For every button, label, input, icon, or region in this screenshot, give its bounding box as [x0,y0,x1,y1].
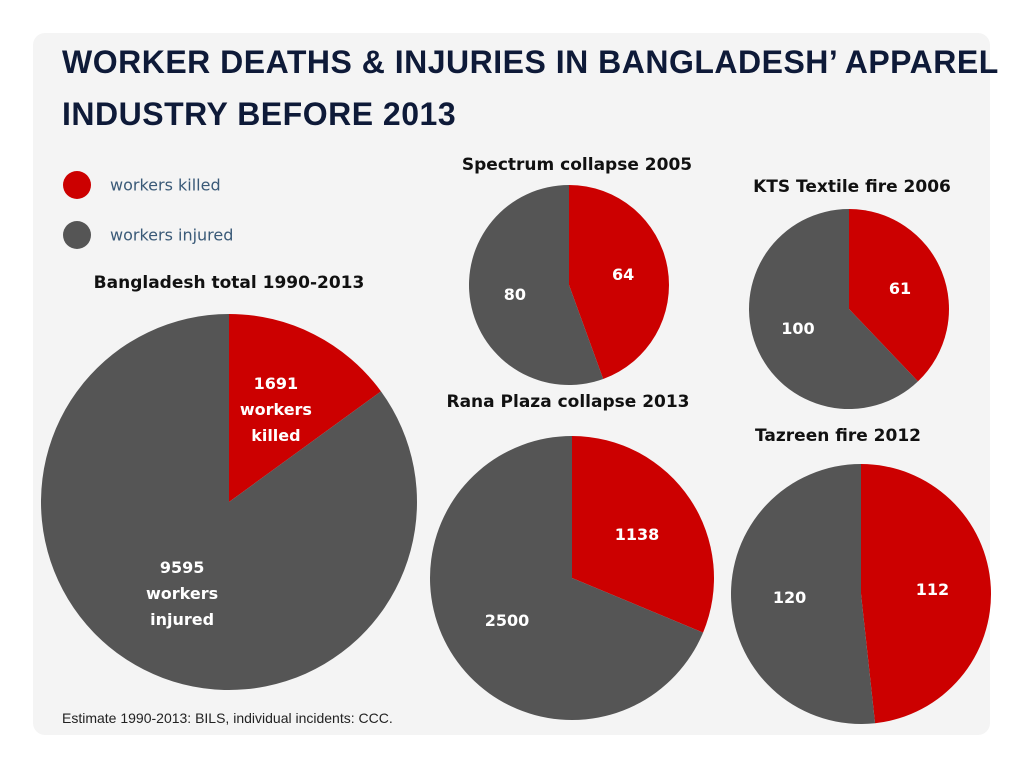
value-label: 9595 workers injured [146,558,219,630]
value-label: 100 [781,319,815,339]
pie-title: Spectrum collapse 2005 [461,155,693,175]
value-label: 1138 [614,524,660,544]
pie-slice [469,184,604,385]
legend-swatch [63,221,91,249]
legend-label: workers killed [110,175,221,195]
legend-label: workers injured [110,225,234,245]
value-label: 120 [772,587,807,607]
value-label: 2500 [484,611,530,631]
value-label: 64 [612,265,635,285]
value-label: 112 [915,580,950,600]
pie-slice [40,314,418,690]
pie-title: Tazreen fire 2012 [755,426,921,446]
pie-title: Rana Plaza collapse 2013 [446,392,690,412]
page-title: WORKER DEATHS & INJURIES IN BANGLADESH’ … [62,44,999,132]
pie-title: KTS Textile fire 2006 [753,177,951,197]
value-label: 1691 workers killed [239,373,312,445]
pie-slice [569,185,670,379]
source-note: Estimate 1990-2013: BILS, individual inc… [62,710,393,726]
pie-slice [849,209,949,382]
pie-title: Bangladesh total 1990-2013 [93,273,365,293]
pie-slice [749,208,918,409]
pie-slice [430,436,704,720]
pie-slice [731,464,876,724]
pie-slice [229,314,381,502]
value-label: 61 [888,278,912,298]
pie-slice [861,464,991,724]
value-label: 80 [503,284,526,304]
pie-slice [572,436,715,633]
legend-swatch [63,171,91,199]
